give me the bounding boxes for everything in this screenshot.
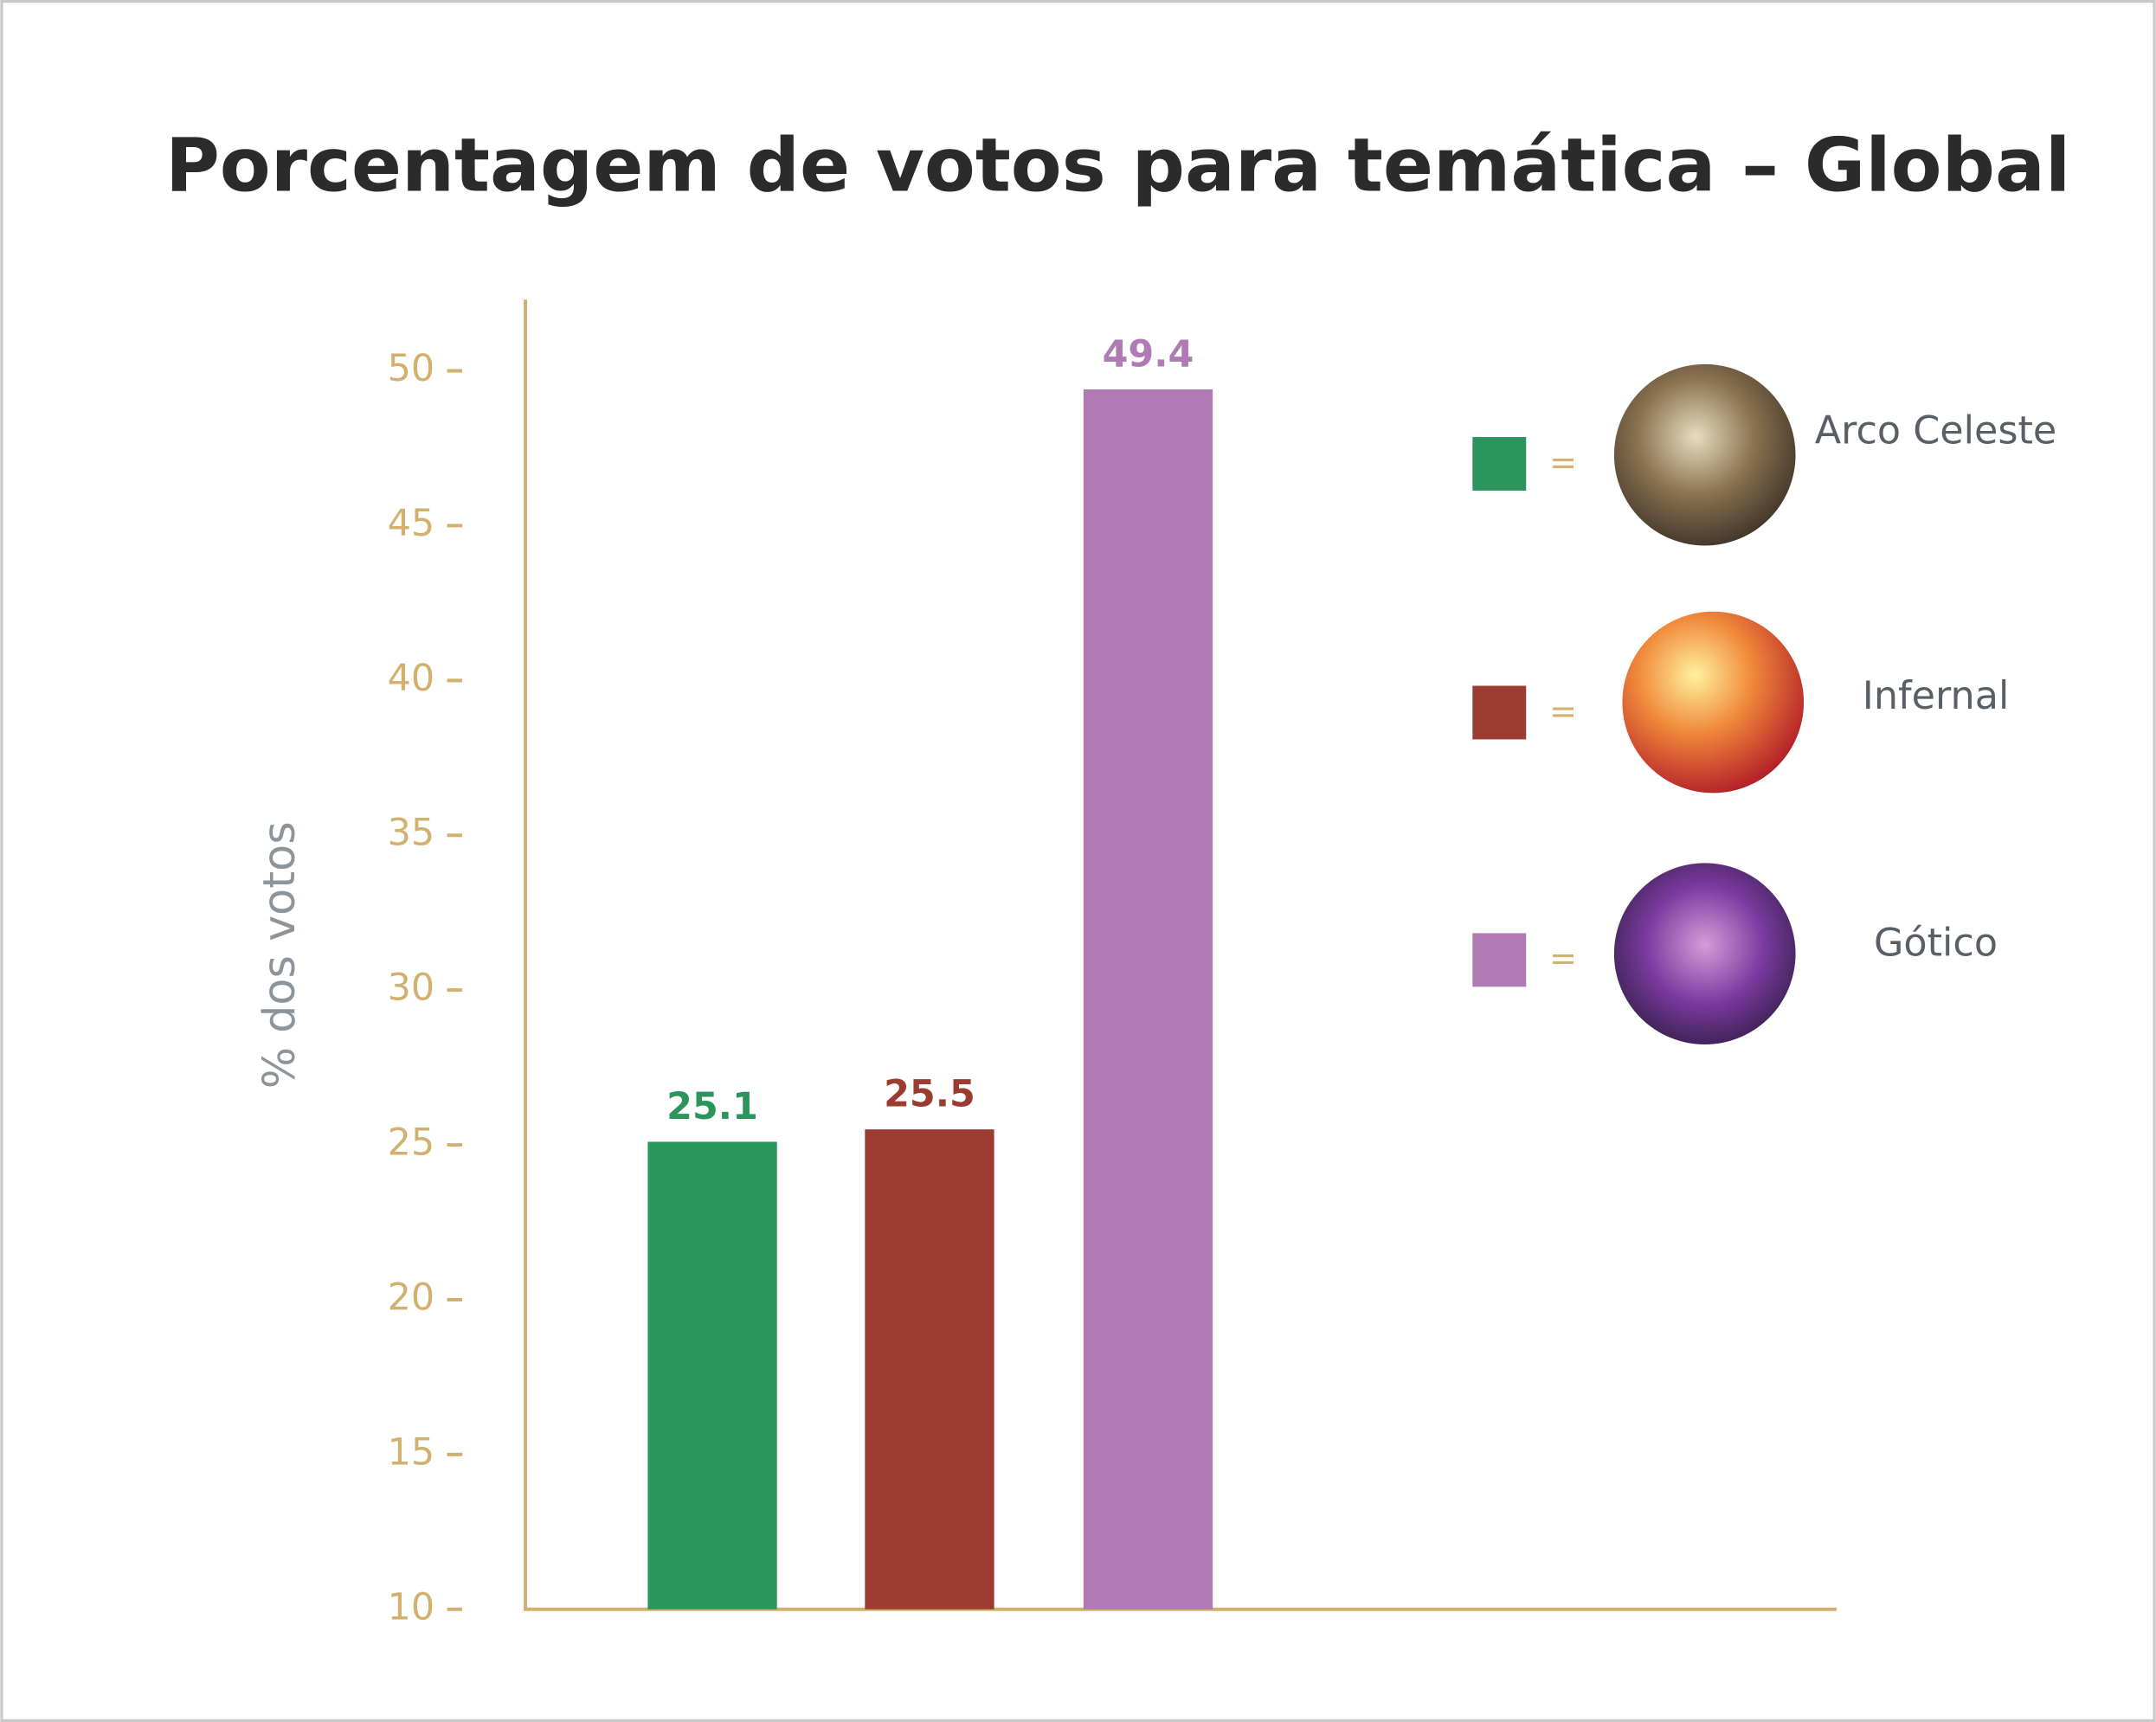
y-tick-label: 40 xyxy=(388,657,435,700)
bar xyxy=(865,1129,994,1610)
data-label: 49.4 xyxy=(1103,332,1194,376)
legend-images xyxy=(1613,363,1805,1045)
y-tick-label: 50 xyxy=(388,347,435,390)
legend-image xyxy=(1613,363,1796,546)
y-tick-label: 45 xyxy=(388,502,435,545)
y-tick-label: 35 xyxy=(388,812,435,855)
y-tick-label: 25 xyxy=(388,1121,435,1165)
bar xyxy=(647,1141,777,1610)
chart-title: Porcentagem de votos para temática – Glo… xyxy=(165,122,2070,209)
legend-separator: = xyxy=(1549,940,1577,978)
legend-separator: = xyxy=(1549,692,1577,730)
legend-label: Infernal xyxy=(1863,674,2010,718)
legend-label: Gótico xyxy=(1874,922,1998,966)
y-tick-label: 10 xyxy=(388,1585,435,1629)
y-tick-label: 30 xyxy=(388,967,435,1010)
legend-swatch xyxy=(1472,933,1527,987)
y-tick-label: 20 xyxy=(388,1275,435,1319)
legend-swatch xyxy=(1472,437,1527,491)
legend-image xyxy=(1613,863,1796,1045)
y-axis-label: % dos votos xyxy=(254,821,305,1089)
legend-image xyxy=(1622,611,1805,794)
legend-separator: = xyxy=(1549,443,1577,481)
y-tick-label: 15 xyxy=(388,1430,435,1474)
legend-label: Arco Celeste xyxy=(1815,408,2057,453)
data-label: 25.5 xyxy=(884,1073,975,1116)
bar xyxy=(1083,389,1213,1610)
data-label: 25.1 xyxy=(666,1085,758,1128)
legend-swatch xyxy=(1472,685,1527,740)
